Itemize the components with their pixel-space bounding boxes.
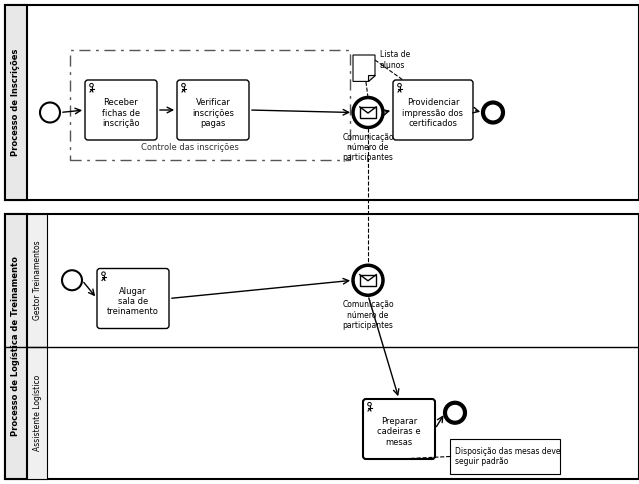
- Circle shape: [102, 272, 105, 275]
- Text: Assistente Logístico: Assistente Logístico: [33, 375, 42, 451]
- Circle shape: [353, 265, 383, 295]
- Bar: [450, 439, 560, 474]
- FancyBboxPatch shape: [363, 399, 435, 459]
- Text: Comunicação
número de
participantes: Comunicação número de participantes: [343, 133, 394, 162]
- Circle shape: [181, 83, 185, 87]
- Text: Providenciar
impressão dos
certificados: Providenciar impressão dos certificados: [403, 98, 463, 128]
- Text: Lista de
alunos: Lista de alunos: [380, 50, 410, 70]
- Circle shape: [483, 103, 503, 122]
- Circle shape: [89, 83, 93, 87]
- Text: Receber
fichas de
inscrição: Receber fichas de inscrição: [102, 98, 140, 128]
- Circle shape: [397, 83, 401, 87]
- FancyBboxPatch shape: [97, 269, 169, 329]
- Text: Processo de Logística de Treinamento: Processo de Logística de Treinamento: [12, 257, 20, 437]
- Bar: [5, 214, 27, 479]
- FancyBboxPatch shape: [85, 80, 157, 140]
- Bar: [360, 274, 376, 286]
- Bar: [5, 214, 639, 479]
- Bar: [70, 50, 350, 160]
- FancyBboxPatch shape: [177, 80, 249, 140]
- Text: Controle das inscrições: Controle das inscrições: [141, 143, 239, 152]
- Bar: [5, 5, 639, 200]
- Bar: [360, 107, 376, 118]
- Circle shape: [62, 270, 82, 290]
- Bar: [5, 5, 27, 200]
- Circle shape: [40, 103, 60, 122]
- Text: Preparar
cadeiras e
mesas: Preparar cadeiras e mesas: [377, 417, 421, 447]
- Bar: [27, 347, 47, 479]
- Circle shape: [367, 402, 371, 406]
- Text: Disposição das mesas deve
seguir padrão: Disposição das mesas deve seguir padrão: [455, 447, 560, 466]
- Bar: [27, 214, 47, 347]
- Text: Processo de Inscrições: Processo de Inscrições: [12, 49, 20, 156]
- Circle shape: [445, 403, 465, 423]
- Polygon shape: [353, 55, 375, 81]
- Text: Verificar
inscrições
pagas: Verificar inscrições pagas: [192, 98, 234, 128]
- Polygon shape: [369, 75, 375, 81]
- Text: Gestor Treinamentos: Gestor Treinamentos: [33, 241, 42, 320]
- Text: Alugar
sala de
treinamento: Alugar sala de treinamento: [107, 287, 159, 317]
- FancyBboxPatch shape: [393, 80, 473, 140]
- Text: Comunicação
número de
participantes: Comunicação número de participantes: [343, 300, 394, 330]
- Circle shape: [353, 97, 383, 127]
